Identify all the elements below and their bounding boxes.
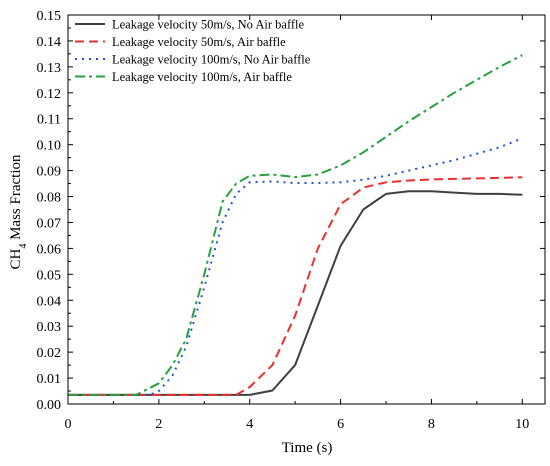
y-tick-label: 0.03 xyxy=(37,320,62,335)
y-tick-label: 0.11 xyxy=(37,113,61,128)
y-axis-title: CH4 Mass Fraction xyxy=(8,154,29,270)
y-tick-label: 0.08 xyxy=(37,191,62,206)
y-tick-label: 0.00 xyxy=(37,398,62,413)
x-tick-label: 10 xyxy=(515,417,529,432)
x-tick-label: 6 xyxy=(337,417,344,432)
y-tick-label: 0.14 xyxy=(37,35,62,50)
y-tick-label: 0.13 xyxy=(37,61,62,76)
legend: Leakage velocity 50m/s, No Air baffle Lea… xyxy=(75,18,311,84)
axes: 0 2 4 6 8 10 0.00 0.01 0.02 0.03 0.04 0.05 0.06 0.07 0… xyxy=(37,9,546,432)
y-tick-label: 0.06 xyxy=(37,242,62,257)
legend-label-4: Leakage velocity 100m/s, Air baffle xyxy=(112,70,292,84)
series-line-4 xyxy=(68,54,523,396)
x-tick-label: 4 xyxy=(246,417,253,432)
y-tick-label: 0.15 xyxy=(37,9,62,24)
series-line-1 xyxy=(68,190,523,396)
y-tick-label: 0.01 xyxy=(37,372,62,387)
x-axis-title: Time (s) xyxy=(282,440,333,456)
x-tick-label: 2 xyxy=(155,417,162,432)
plot-area xyxy=(68,54,523,396)
y-tick-label: 0.05 xyxy=(37,268,62,283)
y-tick-label: 0.07 xyxy=(37,216,62,231)
y-tick-label: 0.02 xyxy=(37,346,62,361)
x-tick-label: 8 xyxy=(428,417,435,432)
series-line-2 xyxy=(68,176,523,396)
y-tick-label: 0.12 xyxy=(37,87,62,102)
legend-label-3: Leakage velocity 100m/s, No Air baffle xyxy=(112,53,311,67)
x-tick-label: 0 xyxy=(65,417,72,432)
y-tick-label: 0.04 xyxy=(37,294,62,309)
legend-label-1: Leakage velocity 50m/s, No Air baffle xyxy=(112,18,305,32)
legend-label-2: Leakage velocity 50m/s, Air baffle xyxy=(112,35,286,49)
series-line-3 xyxy=(68,137,523,396)
y-tick-label: 0.10 xyxy=(37,139,62,154)
y-tick-label: 0.09 xyxy=(37,165,62,180)
